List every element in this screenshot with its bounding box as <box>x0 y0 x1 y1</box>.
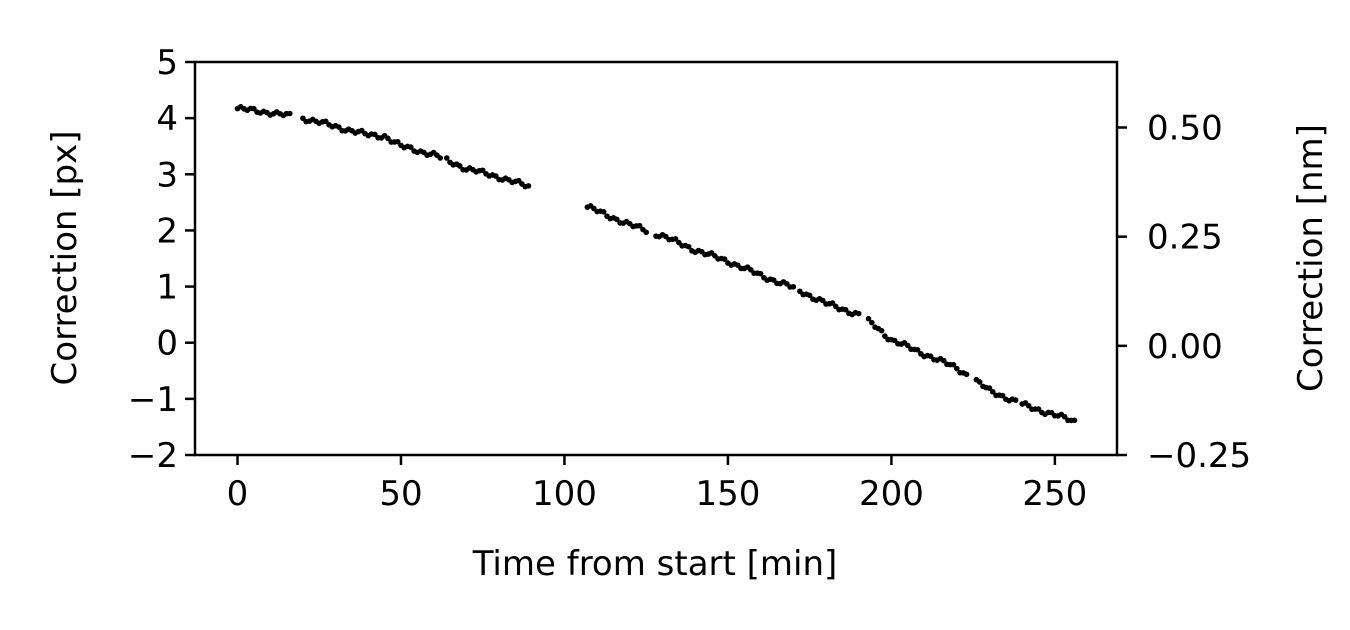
y-tick-label-right: 0.25 <box>1147 218 1223 258</box>
y-axis-left: 5 4 3 2 1 0 −1 −2 <box>128 43 195 476</box>
data-point <box>636 222 643 229</box>
data-point <box>855 310 862 317</box>
data-point <box>819 297 826 304</box>
data-points <box>234 103 1078 424</box>
y-tick-label-left: 4 <box>156 99 178 139</box>
x-axis-label: Time from start [min] <box>472 544 838 584</box>
plot-frame <box>193 60 1119 457</box>
x-tick-label: 250 <box>1022 474 1087 514</box>
data-point <box>600 209 607 215</box>
y-tick-label-left: −2 <box>128 436 178 476</box>
y-axis-label-right: Correction [nm] <box>1291 124 1331 392</box>
x-tick-label: 100 <box>532 474 597 514</box>
data-point <box>953 365 960 372</box>
data-point <box>721 256 728 262</box>
data-point <box>963 371 970 378</box>
data-point <box>976 379 983 385</box>
data-point <box>1012 397 1019 403</box>
data-point <box>643 229 649 236</box>
data-point <box>336 124 342 130</box>
data-point <box>613 216 620 223</box>
data-point <box>672 236 679 242</box>
data-point <box>904 342 911 349</box>
data-point <box>394 138 401 145</box>
y-axis-right: 0.50 0.25 0.00 −0.25 <box>1117 109 1251 476</box>
data-point <box>1071 417 1078 424</box>
data-point <box>989 388 996 395</box>
data-point <box>868 319 875 326</box>
y-tick-label-right: 0.50 <box>1147 109 1223 149</box>
data-point <box>492 173 499 179</box>
data-point <box>950 361 957 368</box>
y-tick-label-left: 2 <box>156 211 178 251</box>
y-tick-label-right: −0.25 <box>1147 436 1251 476</box>
data-point <box>443 155 450 161</box>
x-tick-label: 200 <box>859 474 924 514</box>
data-point <box>806 292 813 299</box>
data-point <box>385 135 391 142</box>
data-point <box>999 392 1006 399</box>
data-point <box>251 105 257 112</box>
data-point <box>790 283 797 290</box>
x-axis: 0 50 100 150 200 250 <box>227 455 1087 514</box>
y-tick-label-left: 5 <box>156 43 178 83</box>
y-tick-label-left: 1 <box>156 268 178 308</box>
data-point <box>685 243 692 250</box>
data-point <box>842 306 849 313</box>
data-point <box>479 167 486 174</box>
x-tick-label: 0 <box>227 474 249 514</box>
x-tick-label: 150 <box>695 474 760 514</box>
x-tick-label: 50 <box>379 474 422 514</box>
data-point <box>287 110 293 117</box>
y-tick-label-left: 3 <box>156 155 178 195</box>
data-point <box>407 144 414 150</box>
data-point <box>525 183 532 189</box>
data-point <box>914 346 921 353</box>
data-point <box>457 163 463 169</box>
data-point <box>986 385 993 391</box>
y-axis-label-left: Correction [px] <box>45 131 85 386</box>
y-tick-label-left: −1 <box>128 380 178 420</box>
data-point <box>878 327 885 334</box>
data-point <box>1025 402 1032 409</box>
data-point <box>437 155 444 161</box>
data-point <box>1061 413 1068 420</box>
data-point <box>865 315 872 322</box>
data-point <box>757 270 764 277</box>
y-tick-label-right: 0.00 <box>1147 327 1223 367</box>
data-point <box>882 333 888 339</box>
y-tick-label-left: 0 <box>156 324 178 364</box>
data-point <box>940 357 947 364</box>
